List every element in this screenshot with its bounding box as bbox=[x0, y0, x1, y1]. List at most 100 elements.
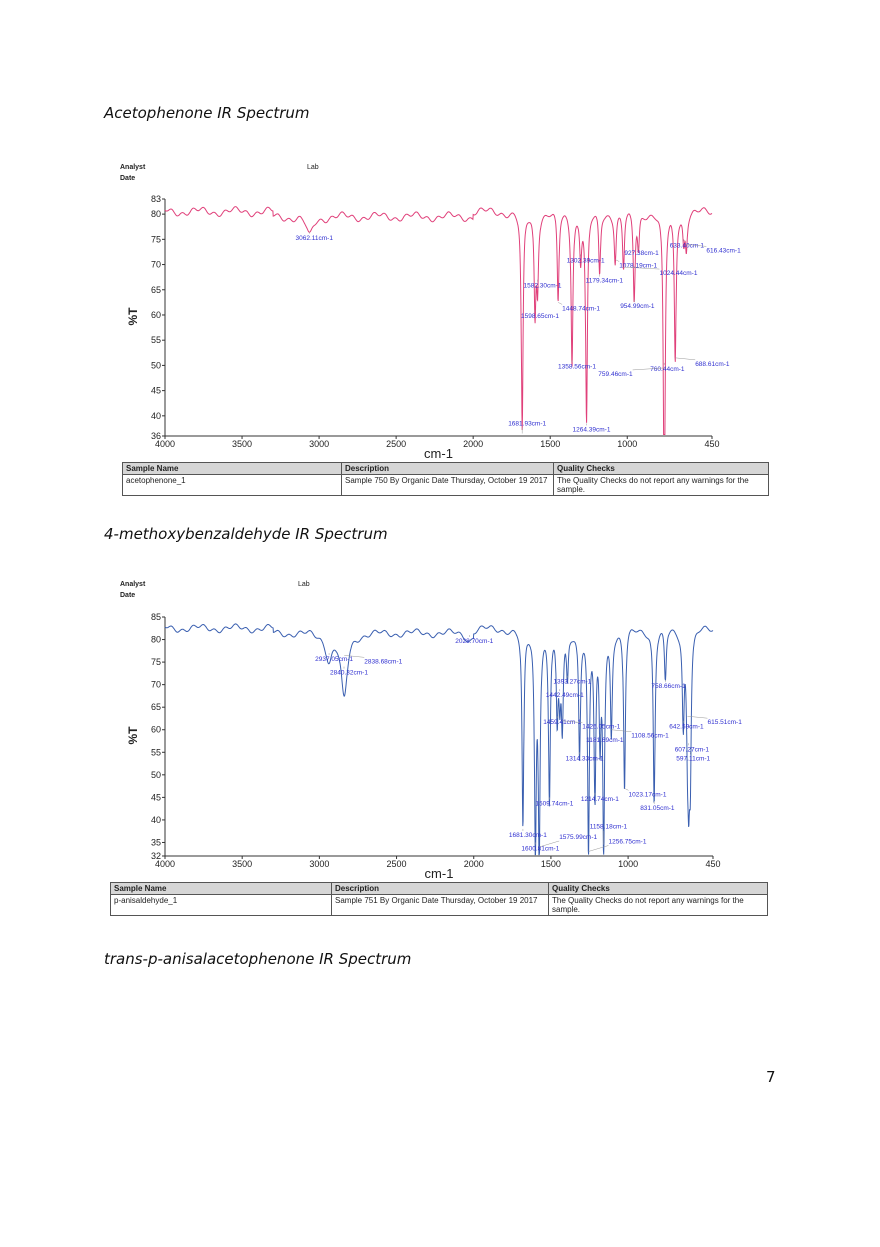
peak-label: 1023.17cm-1 bbox=[629, 791, 667, 798]
y-tick-label: 36 bbox=[151, 431, 161, 441]
x-tick-label: 1000 bbox=[617, 439, 637, 449]
peak-label: 1509.74cm-1 bbox=[535, 800, 573, 807]
peak-label: 1681.30cm-1 bbox=[509, 832, 547, 839]
peak-label: 758.66cm-1 bbox=[651, 683, 686, 690]
peak-label: 1214.74cm-1 bbox=[581, 796, 619, 803]
peak-label: 2840.32cm-1 bbox=[330, 670, 368, 677]
y-tick-label: 70 bbox=[151, 260, 161, 270]
th-sample-name: Sample Name bbox=[122, 462, 342, 475]
y-tick-label: 80 bbox=[151, 209, 161, 219]
x-axis-label: cm-1 bbox=[424, 446, 453, 461]
analyst-label: Analyst bbox=[120, 164, 146, 171]
peak-label: 1024.44cm-1 bbox=[660, 270, 698, 277]
peak-label: 3062.11cm-1 bbox=[296, 235, 334, 242]
y-tick-label: 65 bbox=[151, 702, 161, 712]
caption-4-methoxybenzaldehyde: 4-methoxybenzaldehyde IR Spectrum bbox=[104, 525, 388, 543]
peak-leader bbox=[615, 259, 620, 262]
y-tick-label: 80 bbox=[151, 635, 161, 645]
th-description: Description bbox=[331, 882, 549, 895]
peak-label: 1358.56cm-1 bbox=[558, 363, 596, 370]
peak-label: 2838.68cm-1 bbox=[364, 658, 402, 665]
peak-leader bbox=[557, 302, 563, 305]
cell-sample-name: p-anisaldehyde_1 bbox=[110, 894, 332, 916]
caption-trans-p-anisalacetophenone: trans-p-anisalacetophenone IR Spectrum bbox=[104, 950, 412, 968]
x-tick-label: 3000 bbox=[309, 439, 329, 449]
peak-label: 1600.81cm-1 bbox=[521, 846, 559, 853]
peak-label: 954.99cm-1 bbox=[620, 303, 655, 310]
spectrum-line bbox=[164, 206, 713, 435]
y-tick-label: 50 bbox=[151, 770, 161, 780]
y-tick-label: 85 bbox=[151, 612, 161, 622]
y-tick-label: 45 bbox=[151, 386, 161, 396]
peak-leader bbox=[686, 244, 707, 247]
x-tick-label: 4000 bbox=[155, 439, 175, 449]
peak-label: 615.51cm-1 bbox=[708, 719, 743, 726]
y-tick-label: 83 bbox=[151, 194, 161, 204]
peak-label: 927.38cm-1 bbox=[624, 250, 659, 257]
page-number: 7 bbox=[766, 1068, 776, 1086]
x-tick-label: 1500 bbox=[541, 859, 561, 869]
peak-label: 607.27cm-1 bbox=[675, 746, 710, 753]
peak-leader bbox=[624, 788, 629, 791]
sample-table-acetophenone: Sample Name Description Quality Checks a… bbox=[122, 462, 769, 496]
caption-acetophenone: Acetophenone IR Spectrum bbox=[104, 104, 310, 122]
peak-label: 616.43cm-1 bbox=[706, 247, 741, 254]
peak-label: 1575.99cm-1 bbox=[559, 834, 597, 841]
peak-label: 760.44cm-1 bbox=[650, 366, 685, 373]
peak-label: 1442.49cm-1 bbox=[546, 692, 584, 699]
peak-label: 1448.74cm-1 bbox=[562, 305, 600, 312]
peak-leader bbox=[623, 266, 660, 270]
peak-label: 1078.19cm-1 bbox=[619, 263, 657, 270]
peak-label: 1459.41cm-1 bbox=[543, 719, 581, 726]
peak-label: 1393.27cm-1 bbox=[553, 679, 591, 686]
y-tick-label: 40 bbox=[151, 815, 161, 825]
th-description: Description bbox=[341, 462, 554, 475]
y-tick-label: 75 bbox=[151, 657, 161, 667]
x-tick-label: 3000 bbox=[309, 859, 329, 869]
sample-table-anisaldehyde: Sample Name Description Quality Checks p… bbox=[110, 882, 768, 916]
x-axis-label: cm-1 bbox=[425, 866, 454, 881]
x-tick-label: 2000 bbox=[464, 859, 484, 869]
lab-label: Lab bbox=[298, 581, 310, 588]
peak-label: 1181.69cm-1 bbox=[586, 737, 624, 744]
y-tick-label: 40 bbox=[151, 411, 161, 421]
cell-quality-checks: The Quality Checks do not report any war… bbox=[548, 894, 768, 916]
cell-description: Sample 751 By Organic Date Thursday, Oct… bbox=[331, 894, 549, 916]
peak-label: 759.46cm-1 bbox=[598, 371, 633, 378]
peak-label: 688.61cm-1 bbox=[695, 361, 730, 368]
peak-label: 1108.56cm-1 bbox=[631, 733, 669, 740]
peak-label: 1426.05cm-1 bbox=[582, 724, 620, 731]
th-quality-checks: Quality Checks bbox=[548, 882, 768, 895]
peak-label: 1256.75cm-1 bbox=[609, 839, 647, 846]
y-axis-label: %T bbox=[126, 307, 140, 326]
y-tick-label: 60 bbox=[151, 310, 161, 320]
peak-leader bbox=[611, 729, 632, 732]
th-quality-checks: Quality Checks bbox=[553, 462, 769, 475]
y-tick-label: 75 bbox=[151, 234, 161, 244]
x-tick-label: 3500 bbox=[232, 439, 252, 449]
peak-leader bbox=[562, 720, 583, 723]
peak-label: 2028.70cm-1 bbox=[455, 638, 493, 645]
peak-leader bbox=[675, 357, 696, 361]
analyst-label: Analyst bbox=[120, 581, 146, 588]
peak-leader bbox=[588, 845, 609, 852]
x-tick-label: 450 bbox=[704, 439, 719, 449]
y-tick-label: 70 bbox=[151, 680, 161, 690]
x-tick-label: 2500 bbox=[386, 439, 406, 449]
lab-label: Lab bbox=[307, 164, 319, 171]
y-tick-label: 60 bbox=[151, 725, 161, 735]
peak-label: 1158.18cm-1 bbox=[590, 824, 628, 831]
y-tick-label: 35 bbox=[151, 837, 161, 847]
spectrum-line bbox=[164, 623, 714, 856]
x-tick-label: 1000 bbox=[618, 859, 638, 869]
y-tick-label: 32 bbox=[151, 851, 161, 861]
peak-label: 831.05cm-1 bbox=[640, 805, 675, 812]
peak-label: 2937.05cm-1 bbox=[315, 656, 353, 663]
x-tick-label: 2500 bbox=[387, 859, 407, 869]
x-tick-label: 4000 bbox=[155, 859, 175, 869]
y-axis-label: %T bbox=[126, 726, 140, 745]
peak-leader bbox=[687, 715, 708, 719]
y-tick-label: 65 bbox=[151, 285, 161, 295]
peak-label: 1264.39cm-1 bbox=[573, 426, 611, 433]
x-tick-label: 2000 bbox=[463, 439, 483, 449]
